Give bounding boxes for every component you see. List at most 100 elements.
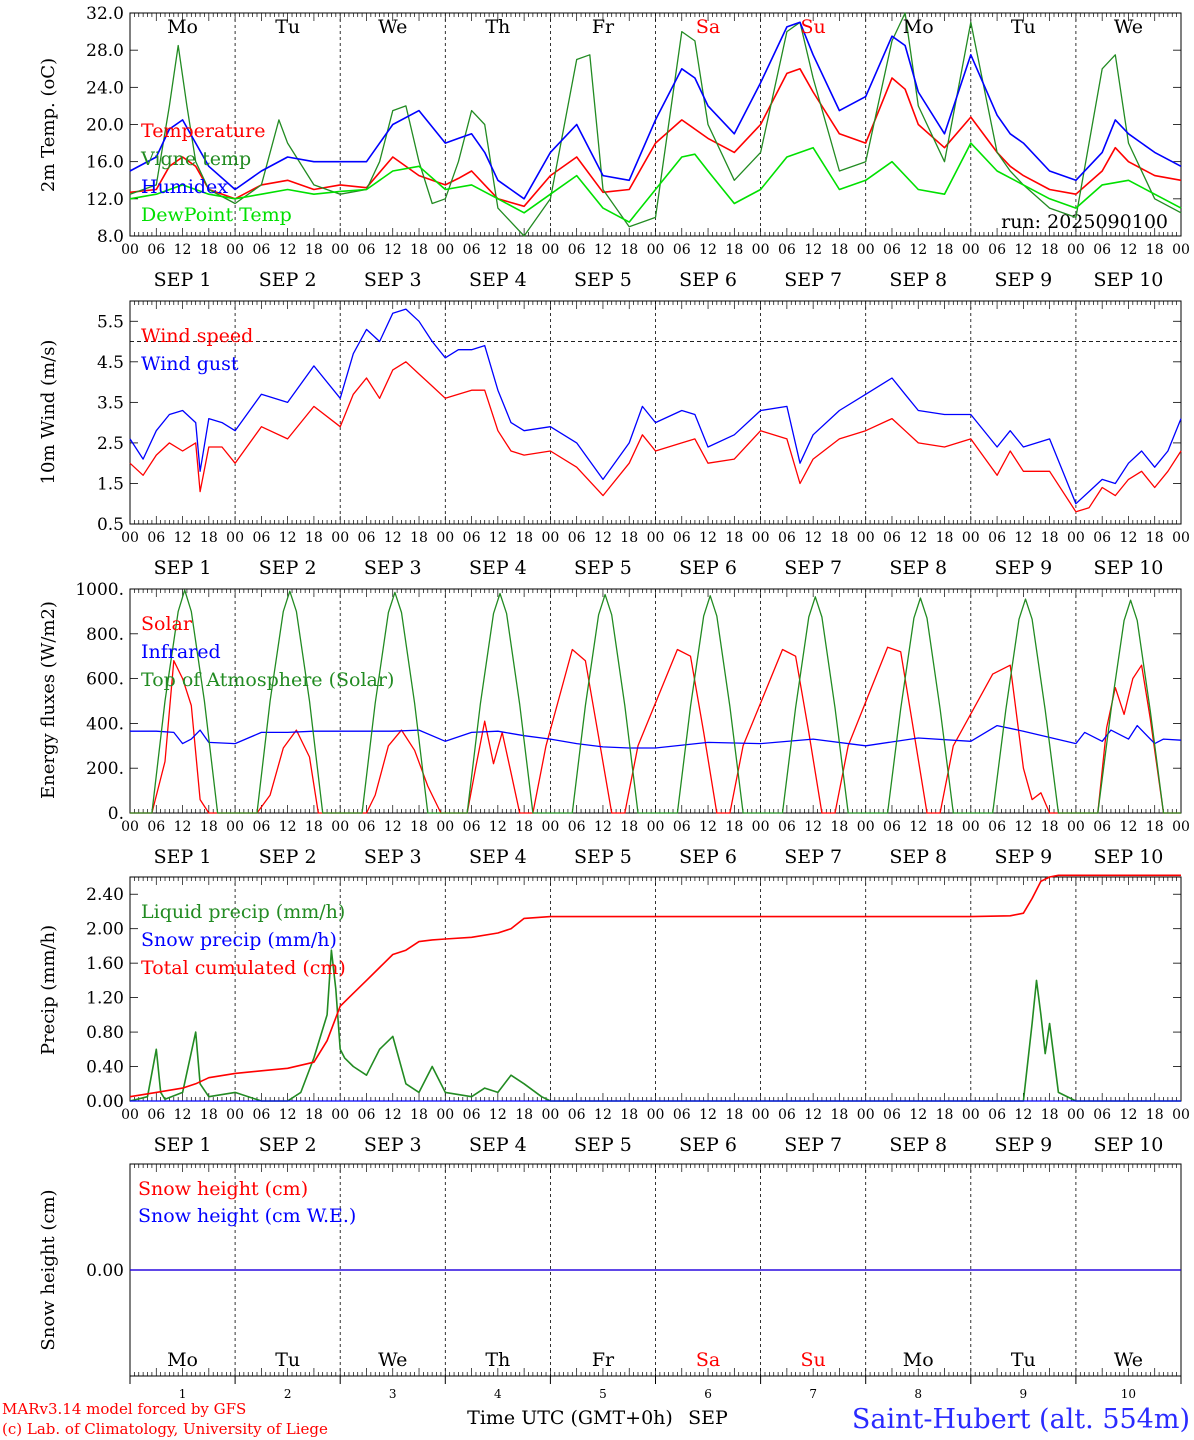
legend-entry: Solar xyxy=(141,613,193,635)
hour-label: 18 xyxy=(831,1107,849,1123)
y-axis-label: Snow height (cm) xyxy=(38,1189,59,1350)
hour-label: 18 xyxy=(200,242,218,258)
hour-label: 12 xyxy=(1014,819,1032,835)
month-label: SEP xyxy=(688,1407,728,1429)
hour-label: 12 xyxy=(699,530,717,546)
hour-label: 06 xyxy=(883,530,901,546)
y-tick-label: 0.00 xyxy=(86,1261,124,1281)
hour-label: 18 xyxy=(410,819,428,835)
hour-label: 12 xyxy=(384,530,402,546)
day-name-bottom: Mo xyxy=(167,1349,198,1371)
hour-label: 00 xyxy=(647,1107,665,1123)
hour-label: 00 xyxy=(121,242,139,258)
y-tick-label: 8.0 xyxy=(97,227,124,247)
hour-label: 06 xyxy=(673,819,691,835)
hour-label: 18 xyxy=(1146,819,1164,835)
hour-label: 12 xyxy=(804,530,822,546)
hour-label: 12 xyxy=(174,242,192,258)
date-label: SEP 8 xyxy=(889,557,947,579)
date-label: SEP 5 xyxy=(574,269,632,291)
hour-label: 18 xyxy=(1041,819,1059,835)
hour-label: 06 xyxy=(1093,1107,1111,1123)
hour-label: 00 xyxy=(962,242,980,258)
date-label: SEP 7 xyxy=(784,1134,842,1156)
day-name-top: Th xyxy=(485,16,510,38)
day-number: 9 xyxy=(1020,1387,1028,1401)
hour-label: 12 xyxy=(489,242,507,258)
hour-label: 06 xyxy=(252,819,270,835)
hour-label: 00 xyxy=(541,819,559,835)
hour-label: 00 xyxy=(647,819,665,835)
hour-label: 00 xyxy=(1172,242,1190,258)
hour-label: 18 xyxy=(1041,530,1059,546)
hour-label: 06 xyxy=(1093,530,1111,546)
y-tick-label: 1.60 xyxy=(86,954,124,974)
y-tick-label: 400. xyxy=(86,714,124,734)
hour-label: 18 xyxy=(515,819,533,835)
date-label: SEP 6 xyxy=(679,557,737,579)
date-label: SEP 6 xyxy=(679,846,737,868)
hour-label: 06 xyxy=(673,242,691,258)
day-name-bottom: Sa xyxy=(696,1349,720,1371)
hour-label: 00 xyxy=(1172,819,1190,835)
hour-label: 12 xyxy=(174,1107,192,1123)
hour-label: 12 xyxy=(594,242,612,258)
hour-label: 12 xyxy=(909,1107,927,1123)
hour-label: 06 xyxy=(883,242,901,258)
credit-line-1: MARv3.14 model forced by GFS xyxy=(2,1400,246,1418)
date-label: SEP 9 xyxy=(994,269,1052,291)
y-tick-label: 28.0 xyxy=(86,41,124,61)
hour-label: 06 xyxy=(568,819,586,835)
hour-label: 12 xyxy=(1120,1107,1138,1123)
day-name-bottom: Th xyxy=(485,1349,510,1371)
panel-frame xyxy=(129,12,1182,237)
date-label: SEP 1 xyxy=(154,269,212,291)
series-line xyxy=(129,21,1182,200)
hour-label: 06 xyxy=(252,242,270,258)
date-label: SEP 10 xyxy=(1094,846,1164,868)
legend-entry: Infrared xyxy=(141,641,221,663)
y-tick-label: 20.0 xyxy=(86,116,124,136)
y-tick-label: 12.0 xyxy=(86,190,124,210)
hour-label: 18 xyxy=(1146,530,1164,546)
y-tick-label: 2.40 xyxy=(86,885,124,905)
hour-label: 00 xyxy=(121,530,139,546)
y-tick-label: 4.5 xyxy=(97,353,124,373)
hour-label: 06 xyxy=(778,819,796,835)
day-number: 10 xyxy=(1121,1387,1136,1401)
hour-label: 06 xyxy=(988,242,1006,258)
series-line xyxy=(130,589,1181,814)
chart-panel-5: 0.00 Snow height (cm) Snow height (cm) Snow… xyxy=(38,1163,1182,1377)
hour-label: 12 xyxy=(174,819,192,835)
series-line xyxy=(129,12,1182,237)
y-tick-label: 32.0 xyxy=(86,4,124,24)
hour-label: 12 xyxy=(279,819,297,835)
hour-label: 12 xyxy=(699,242,717,258)
hour-label: 06 xyxy=(1093,819,1111,835)
hour-label: 06 xyxy=(988,819,1006,835)
hour-label: 00 xyxy=(1067,530,1085,546)
day-name-top: We xyxy=(1114,16,1143,38)
hour-label: 18 xyxy=(305,1107,323,1123)
date-label: SEP 4 xyxy=(469,1134,527,1156)
date-label: SEP 4 xyxy=(469,846,527,868)
hour-label: 18 xyxy=(410,1107,428,1123)
hour-label: 12 xyxy=(594,530,612,546)
hour-label: 00 xyxy=(647,242,665,258)
legend-entry: Liquid precip (mm/h) xyxy=(141,901,345,923)
y-tick-label: 0.80 xyxy=(86,1023,124,1043)
hour-label: 00 xyxy=(752,242,770,258)
y-tick-label: 1.20 xyxy=(86,989,124,1009)
day-name-top: We xyxy=(378,16,407,38)
y-tick-label: 200. xyxy=(86,759,124,779)
legend-entry: Wind speed xyxy=(141,325,253,347)
y-tick-label: 24.0 xyxy=(86,78,124,98)
hour-label: 18 xyxy=(831,819,849,835)
day-name-bottom: We xyxy=(378,1349,407,1371)
y-tick-label: 5.5 xyxy=(97,312,124,332)
hour-label: 00 xyxy=(752,1107,770,1123)
date-label: SEP 6 xyxy=(679,269,737,291)
hour-label: 18 xyxy=(620,1107,638,1123)
run-label: run: 2025090100 xyxy=(1001,211,1168,233)
hour-label: 00 xyxy=(331,530,349,546)
